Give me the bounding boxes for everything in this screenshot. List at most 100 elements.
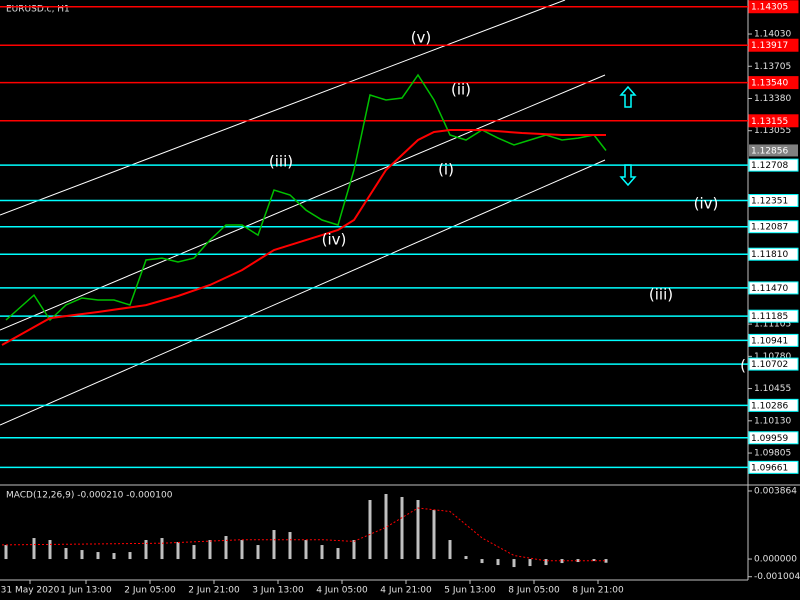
level-box bbox=[748, 281, 799, 295]
macd-bar bbox=[384, 493, 388, 560]
macd-bar bbox=[64, 548, 68, 560]
level-label: 1.14305 bbox=[751, 3, 788, 13]
y-tick-label: 1.13705 bbox=[754, 62, 791, 72]
macd-bar bbox=[480, 559, 484, 564]
macd-bar bbox=[416, 499, 420, 560]
macd-bar bbox=[512, 559, 516, 568]
x-tick-label: 1 Jun 13:00 bbox=[60, 586, 112, 596]
level-box bbox=[748, 194, 799, 208]
level-box bbox=[748, 357, 799, 371]
macd-bar bbox=[288, 532, 292, 560]
price-line bbox=[5, 73, 607, 322]
macd-bar bbox=[48, 540, 52, 560]
last-price-label: 1.12856 bbox=[751, 146, 788, 156]
level-box bbox=[748, 220, 799, 234]
chart-title: EURUSD.c, H1 bbox=[6, 5, 70, 15]
x-tick-label: 2 Jun 05:00 bbox=[124, 586, 176, 596]
y-tick-label: 1.10455 bbox=[754, 384, 791, 394]
wave-label: (iii) bbox=[649, 286, 673, 304]
macd-bar bbox=[128, 552, 132, 560]
macd-bar bbox=[240, 540, 244, 560]
macd-bar bbox=[464, 556, 468, 560]
macd-bar bbox=[160, 538, 164, 560]
x-tick-label: 4 Jun 05:00 bbox=[316, 586, 368, 596]
macd-bar bbox=[80, 550, 84, 560]
y-tick-label: 0.003864 bbox=[754, 486, 797, 496]
level-label: 1.10941 bbox=[751, 336, 788, 346]
level-box bbox=[748, 398, 799, 412]
level-label: 1.12351 bbox=[751, 197, 788, 207]
x-tick-label: 2 Jun 21:00 bbox=[188, 586, 240, 596]
y-tick-label: 1.13055 bbox=[754, 126, 791, 136]
macd-bar bbox=[144, 540, 148, 560]
macd-title: MACD(12,26,9) -0.000210 -0.000100 bbox=[6, 491, 173, 501]
macd-bar bbox=[256, 545, 260, 560]
macd-bar bbox=[112, 553, 116, 560]
wave-label: ( bbox=[740, 357, 746, 375]
wave-label: (ii) bbox=[451, 81, 471, 99]
channel-line bbox=[0, 0, 566, 216]
macd-bar bbox=[192, 545, 196, 560]
level-box bbox=[748, 460, 799, 474]
macd-bar bbox=[400, 496, 404, 560]
x-tick-label: 5 Jun 13:00 bbox=[444, 586, 496, 596]
x-tick-label: 8 Jun 21:00 bbox=[572, 586, 624, 596]
wave-label: (iii) bbox=[269, 153, 293, 171]
x-tick-label: 31 May 2020 bbox=[1, 586, 60, 596]
wave-label: (iv) bbox=[322, 231, 347, 249]
level-label: 1.10286 bbox=[751, 401, 788, 411]
y-tick-label: -0.001004 bbox=[754, 572, 800, 582]
level-label: 1.11470 bbox=[751, 284, 788, 294]
macd-bar bbox=[208, 540, 212, 560]
moving-average-line bbox=[1, 129, 606, 346]
level-box bbox=[748, 247, 799, 261]
macd-bar bbox=[496, 559, 500, 566]
macd-bar bbox=[96, 552, 100, 560]
x-tick-label: 3 Jun 13:00 bbox=[252, 586, 304, 596]
level-label: 1.13540 bbox=[751, 79, 788, 89]
level-label: 1.13155 bbox=[751, 117, 788, 127]
y-tick-label: 1.10780 bbox=[754, 352, 791, 362]
level-box bbox=[748, 0, 799, 14]
wave-label: (iv) bbox=[694, 195, 719, 213]
level-box bbox=[748, 309, 799, 323]
up-arrow bbox=[619, 85, 637, 108]
macd-bar bbox=[336, 548, 340, 560]
y-tick-label: 1.09805 bbox=[754, 449, 791, 459]
y-tick-label: 1.11105 bbox=[754, 320, 791, 330]
signal-line bbox=[1, 507, 606, 562]
level-label: 1.11810 bbox=[751, 250, 788, 260]
level-label: 1.09661 bbox=[751, 463, 788, 473]
level-box bbox=[748, 76, 799, 90]
x-tick-label: 8 Jun 05:00 bbox=[508, 586, 560, 596]
level-label: 1.10702 bbox=[751, 360, 788, 370]
level-box bbox=[748, 333, 799, 347]
macd-bar bbox=[352, 540, 356, 560]
macd-bar bbox=[592, 559, 596, 562]
level-label: 1.13917 bbox=[751, 41, 788, 51]
macd-bar bbox=[176, 542, 180, 560]
macd-bar bbox=[560, 559, 564, 564]
macd-bar bbox=[368, 499, 372, 560]
level-box bbox=[748, 158, 799, 172]
macd-bar bbox=[4, 545, 8, 560]
last-price-box bbox=[749, 144, 798, 157]
y-tick-label: 1.10130 bbox=[754, 416, 791, 426]
level-box bbox=[748, 114, 799, 128]
macd-bar bbox=[576, 559, 580, 563]
macd-bar bbox=[272, 530, 276, 560]
macd-bar bbox=[304, 540, 308, 560]
macd-bar bbox=[604, 559, 608, 563]
level-label: 1.12708 bbox=[751, 161, 788, 171]
level-box bbox=[748, 431, 799, 445]
level-label: 1.09959 bbox=[751, 434, 788, 444]
macd-bar bbox=[448, 540, 452, 560]
macd-bar bbox=[432, 510, 436, 560]
macd-bar bbox=[224, 536, 228, 560]
y-tick-label: 1.13380 bbox=[754, 94, 791, 104]
level-box bbox=[748, 38, 799, 52]
x-tick-label: 4 Jun 21:00 bbox=[380, 586, 432, 596]
wave-label: (v) bbox=[411, 29, 432, 47]
